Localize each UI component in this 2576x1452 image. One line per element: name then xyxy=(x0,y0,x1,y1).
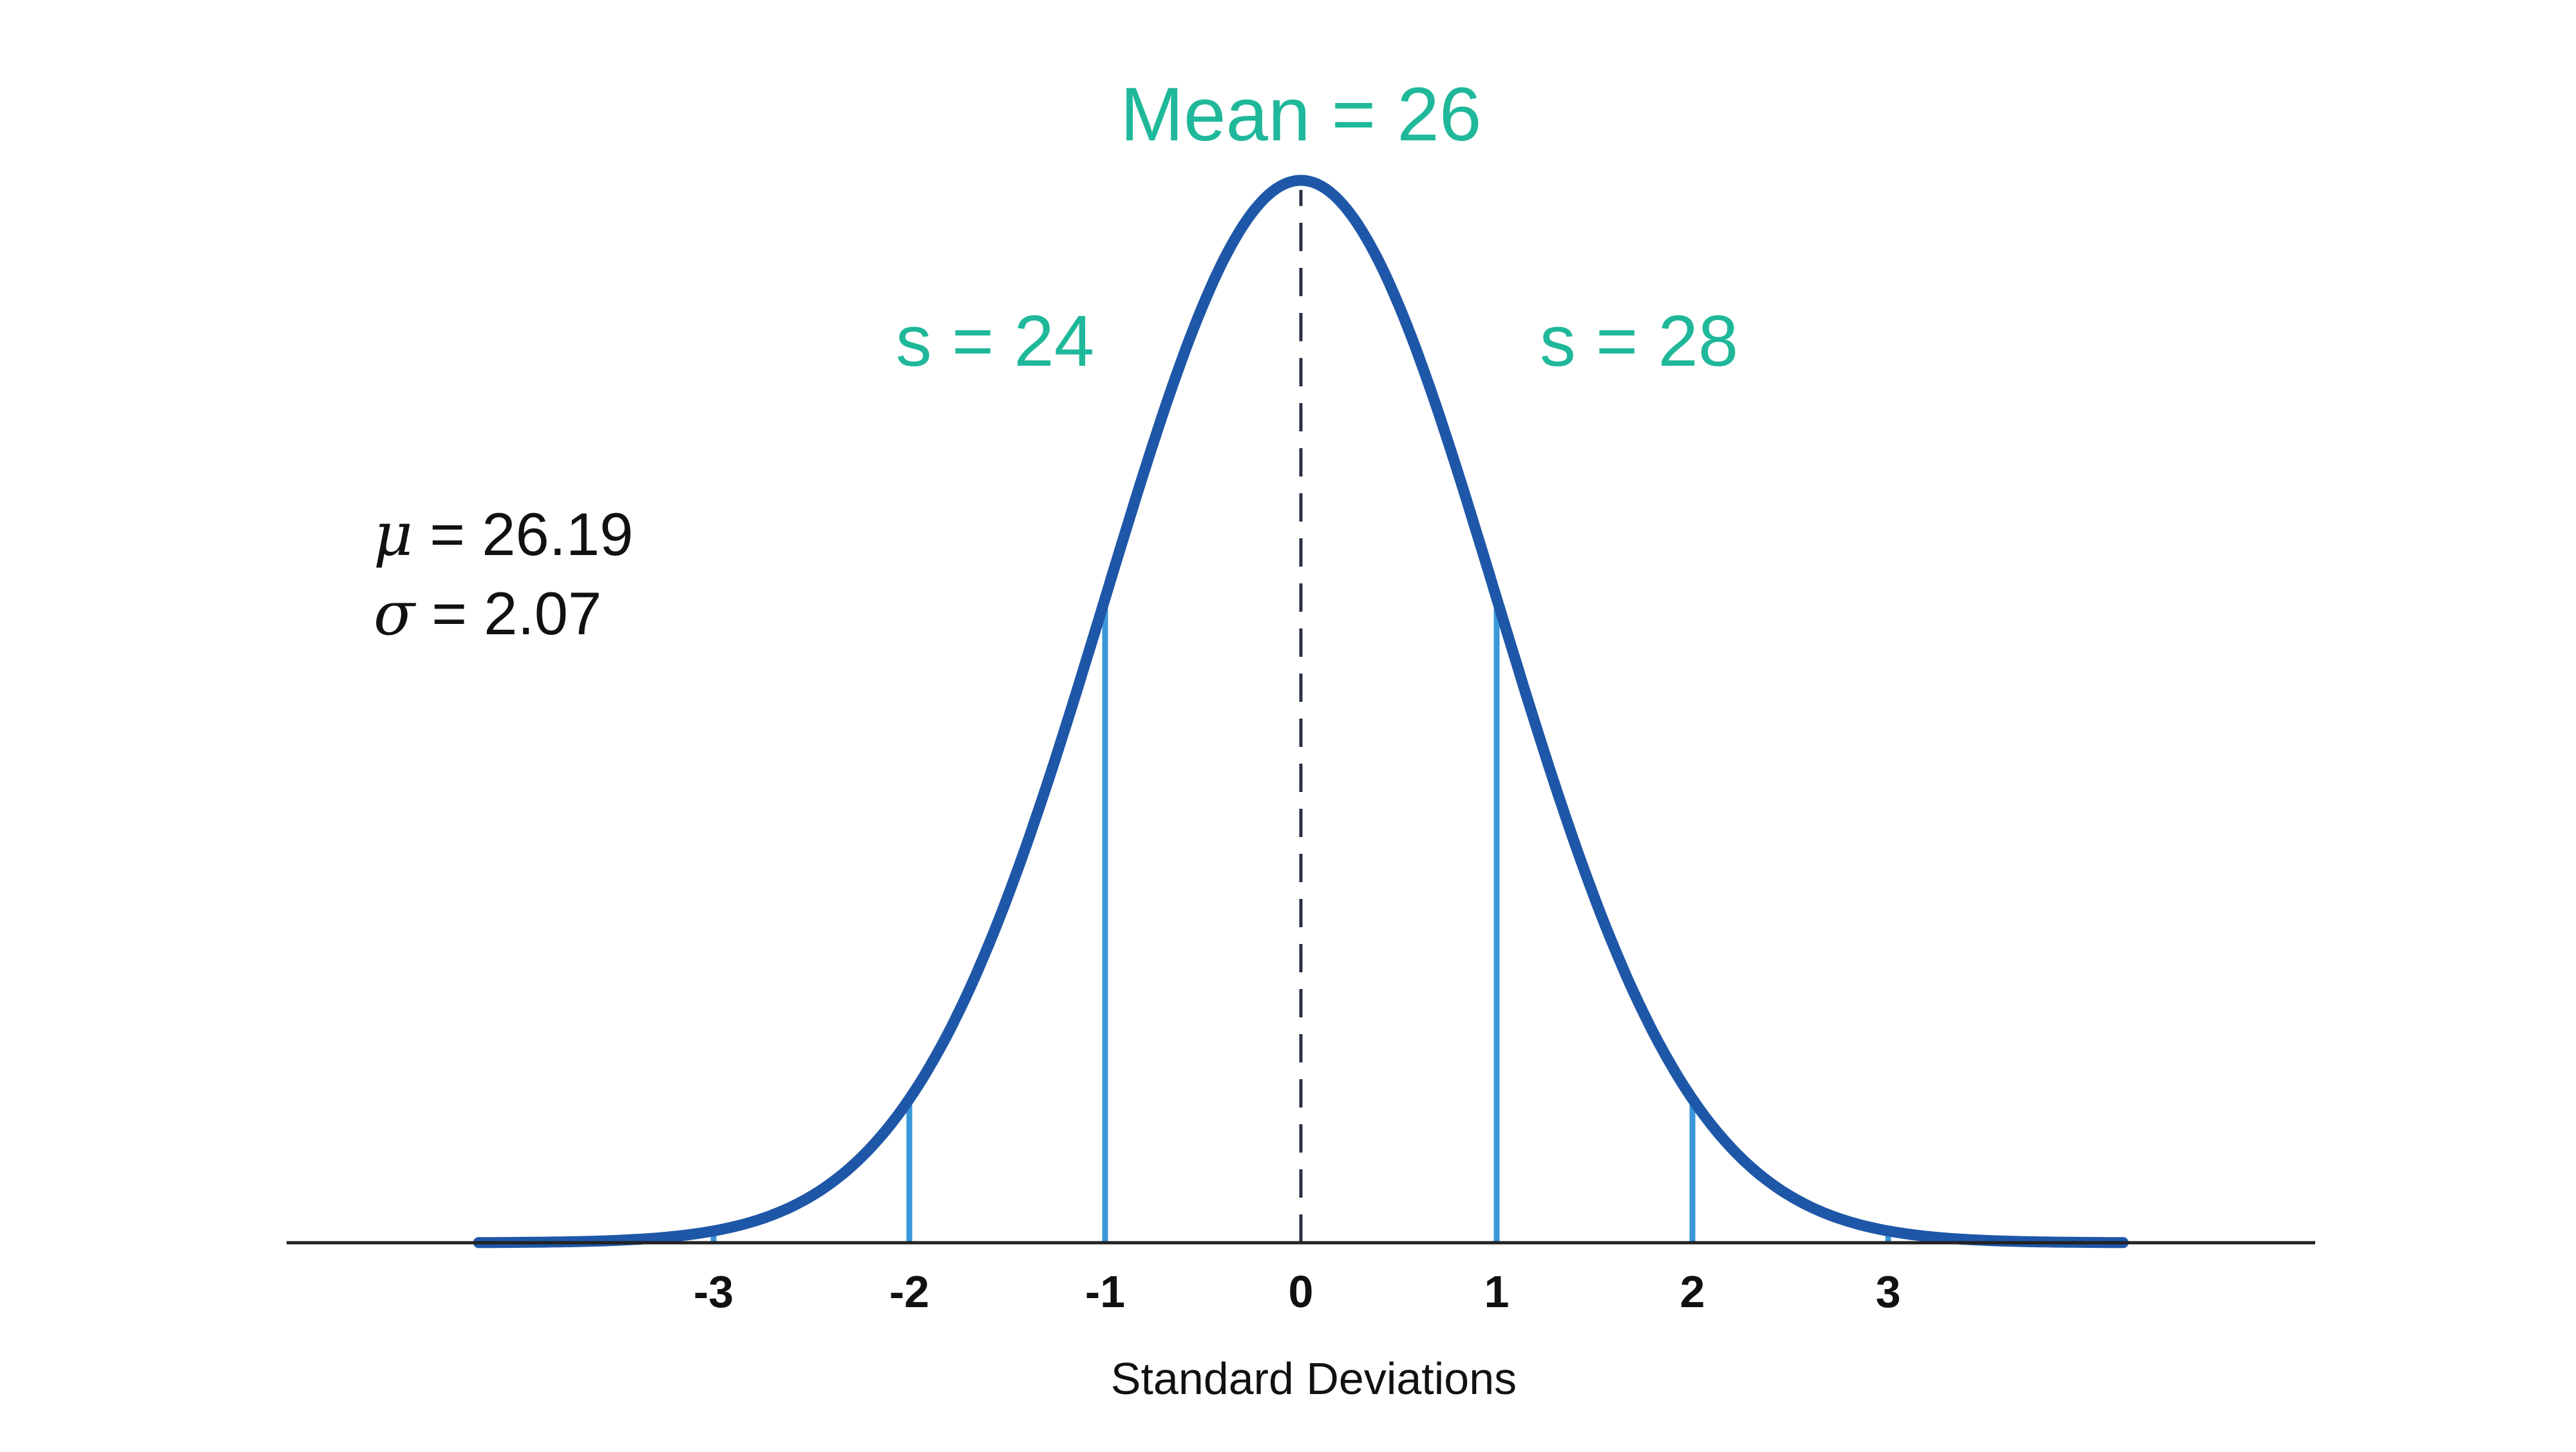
mu-value: = 26.19 xyxy=(413,500,633,568)
x-tick-label: -1 xyxy=(1085,1267,1125,1317)
sigma-symbol: σ xyxy=(374,579,417,649)
mu-annotation: μ = 26.19 xyxy=(374,500,633,570)
mu-symbol: μ xyxy=(374,500,413,570)
x-axis-label: Standard Deviations xyxy=(1111,1353,1517,1404)
sd-reference-lines xyxy=(710,598,1891,1243)
x-tick-label: -3 xyxy=(694,1267,734,1317)
sigma-annotation: σ = 2.07 xyxy=(374,579,601,649)
plus-one-sd-annotation: s = 28 xyxy=(1540,301,1738,381)
normal-curve xyxy=(473,174,2129,1249)
sigma-value: = 2.07 xyxy=(415,580,601,647)
x-tick-label: 3 xyxy=(1876,1267,1901,1317)
x-tick-label: 1 xyxy=(1484,1267,1510,1317)
minus-one-sd-annotation: s = 24 xyxy=(896,301,1094,381)
x-tick-labels: -3 -2 -1 0 1 2 3 xyxy=(694,1267,1901,1317)
mean-annotation: Mean = 26 xyxy=(1121,72,1482,157)
x-tick-label: 0 xyxy=(1289,1267,1314,1317)
x-tick-label: 2 xyxy=(1680,1267,1705,1317)
x-tick-label: -2 xyxy=(889,1267,929,1317)
